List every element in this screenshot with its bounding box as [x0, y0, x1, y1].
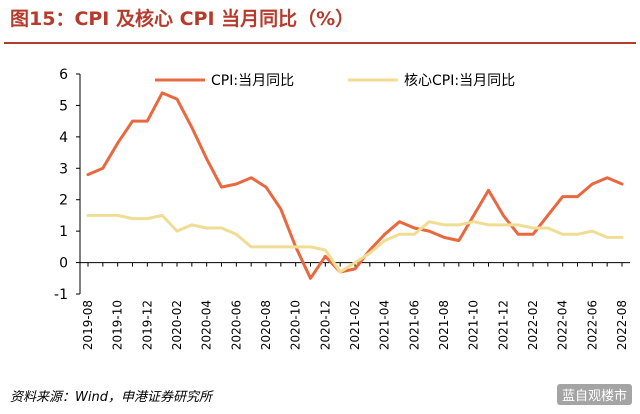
- x-tick-label: 2022-02: [526, 300, 540, 350]
- core-cpi-line: [86, 213, 624, 274]
- y-tick-label: 1: [59, 224, 68, 240]
- chart-title: 图15：CPI 及核心 CPI 当月同比（%）: [10, 8, 355, 30]
- legend-core-cpi-label: 核心CPI:当月同比: [404, 73, 515, 89]
- x-tick-label: 2021-12: [496, 300, 510, 350]
- x-tick-label: 2019-12: [140, 300, 154, 350]
- x-tick-label: 2022-04: [556, 300, 570, 350]
- x-tick-label: 2022-08: [615, 300, 629, 350]
- x-tick-label: 2021-06: [407, 300, 421, 350]
- x-tick-label: 2021-08: [437, 300, 451, 350]
- y-tick-label: 5: [59, 98, 68, 114]
- legend-cpi-label: CPI:当月同比: [211, 73, 294, 89]
- x-tick-label: 2021-10: [467, 300, 481, 350]
- y-tick-label: -1: [54, 287, 68, 303]
- y-tick-label: 4: [59, 130, 68, 146]
- x-tick-label: 2020-06: [229, 300, 243, 350]
- chart-plot: -1 0 1 2 3 4 5 6 2019-08 2019-10 2019-12 2020-02 202…: [54, 67, 630, 350]
- x-tick-label: 2019-10: [111, 300, 125, 350]
- x-tick-label: 2020-04: [200, 300, 214, 350]
- x-tick-label: 2020-10: [289, 300, 303, 350]
- watermark: 蓝自观楼市: [556, 384, 632, 405]
- x-tick-label: 2021-02: [348, 300, 362, 350]
- title-divider: [4, 42, 636, 44]
- y-tick-label: 6: [59, 67, 68, 83]
- x-tick-label: 2019-08: [81, 300, 95, 350]
- x-tick-label: 2020-02: [170, 300, 184, 350]
- x-tick-label: 2022-06: [585, 300, 599, 350]
- source-note: 资料来源：Wind，申港证券研究所: [10, 390, 212, 405]
- cpi-line: [86, 91, 624, 280]
- y-tick-label: 0: [59, 256, 68, 272]
- x-tick-label: 2020-08: [259, 300, 273, 350]
- x-tick-label: 2020-12: [318, 300, 332, 350]
- y-tick-label: 3: [59, 161, 68, 177]
- x-tick-label: 2021-04: [378, 300, 392, 350]
- y-tick-label: 2: [59, 193, 68, 209]
